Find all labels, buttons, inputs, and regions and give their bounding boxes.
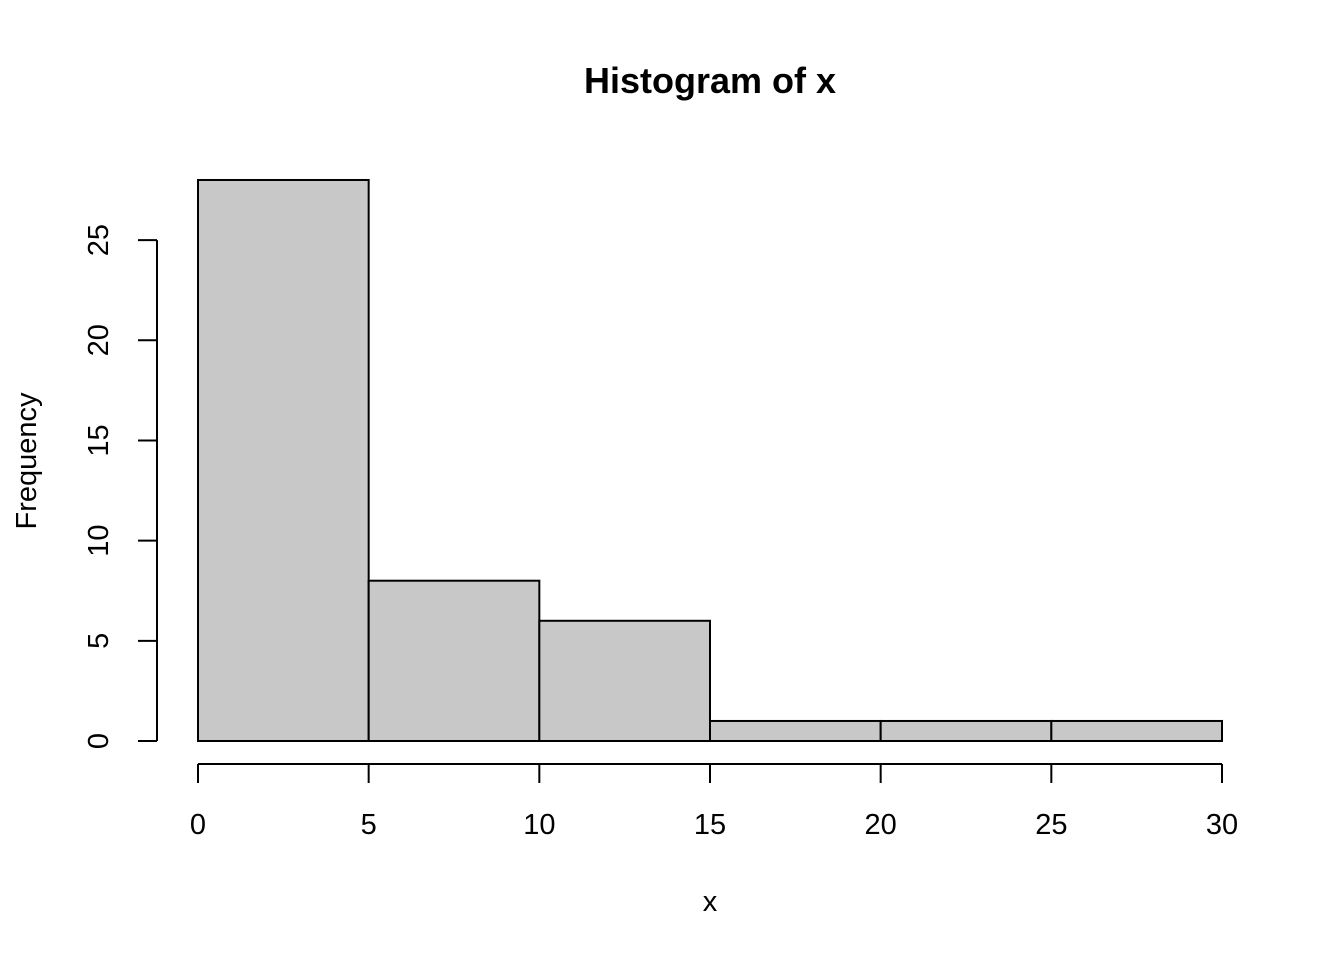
y-tick-label-3: 15 (83, 424, 115, 456)
chart-title: Histogram of x (584, 60, 836, 101)
x-axis: 0 5 10 15 20 25 30 (190, 763, 1238, 841)
y-tick-label-4: 20 (83, 324, 115, 356)
y-tick-label-0: 0 (83, 733, 115, 749)
y-axis: 0 5 10 15 20 25 (83, 224, 158, 749)
histogram-bar-2 (538, 619, 711, 742)
x-tick-label-6: 30 (1206, 809, 1238, 841)
x-axis-label: x (703, 886, 718, 918)
x-tick-label-2: 10 (523, 809, 555, 841)
y-axis-label: Frequency (11, 392, 43, 530)
x-tick-label-0: 0 (190, 809, 206, 841)
histogram-bar-3 (709, 719, 882, 742)
y-tick-label-5: 25 (83, 224, 115, 256)
x-tick-label-1: 5 (361, 809, 377, 841)
x-tick-label-5: 25 (1035, 809, 1067, 841)
x-tick-label-3: 15 (694, 809, 726, 841)
histogram-bar-4 (879, 719, 1053, 742)
histogram-bar-0 (197, 178, 370, 742)
bars-group (197, 178, 1224, 742)
x-tick-label-4: 20 (865, 809, 897, 841)
y-tick-label-2: 10 (83, 525, 115, 557)
y-tick-label-1: 5 (83, 633, 115, 649)
histogram-bar-1 (367, 579, 541, 742)
histogram-bar-5 (1050, 719, 1224, 742)
